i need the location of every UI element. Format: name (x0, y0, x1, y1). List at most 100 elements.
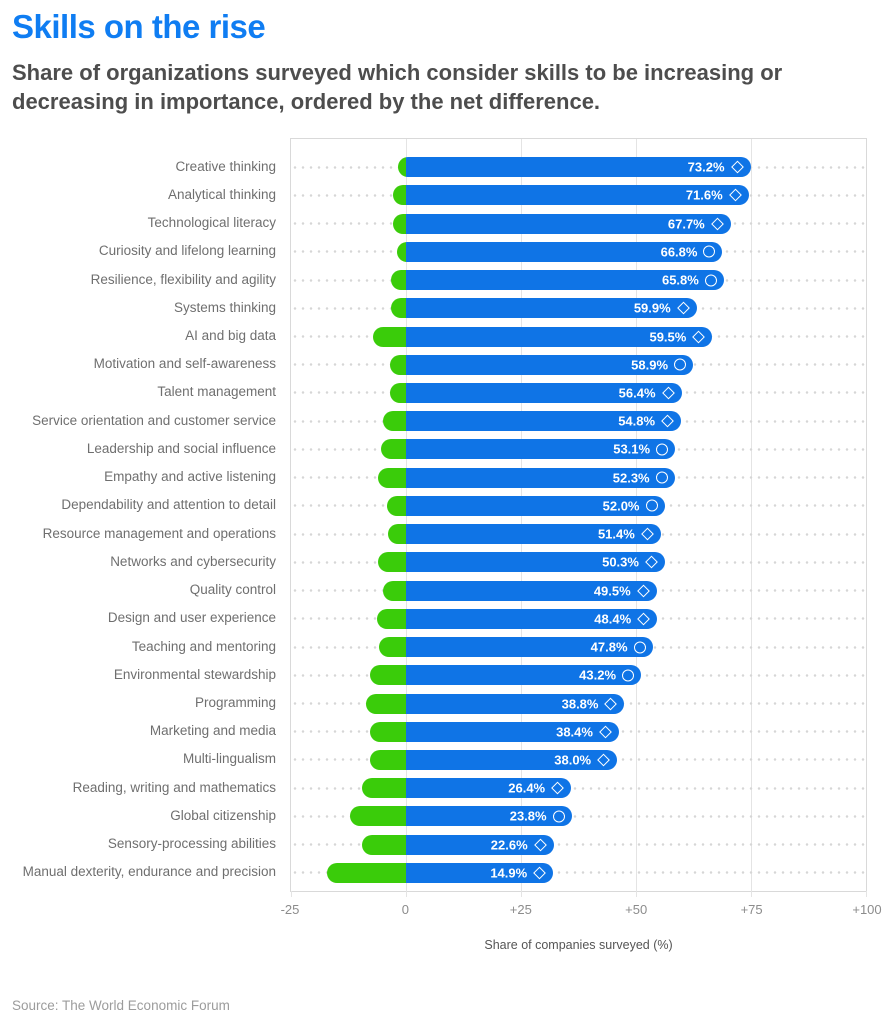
decreasing-bar-segment (389, 382, 406, 403)
diamond-marker-icon (533, 838, 547, 852)
increasing-bar-segment: 23.8% (405, 806, 572, 827)
decreasing-bar-segment (327, 862, 406, 883)
bar-value-group: 51.4% (598, 527, 654, 542)
increasing-bar-segment: 47.8% (405, 637, 653, 658)
x-axis-labels: -25 0 +25 +50 +75 +100 (281, 902, 882, 918)
bar-row: 73.2% (398, 157, 751, 178)
diamond-marker-icon (640, 527, 654, 541)
bar-value-group: 58.9% (631, 357, 687, 373)
diamond-marker-icon (661, 386, 675, 400)
leader-dots (291, 871, 866, 875)
diamond-marker-icon (637, 612, 651, 626)
decreasing-bar-segment (379, 637, 406, 658)
increasing-bar-segment: 59.9% (405, 298, 697, 319)
bar-value-group: 52.3% (613, 470, 668, 485)
diamond-marker-icon (645, 555, 658, 569)
decreasing-bar-segment (377, 608, 406, 629)
bar-value-label: 52.0% (602, 498, 640, 514)
diamond-marker-icon (604, 697, 618, 710)
bar-value-label: 38.8% (561, 696, 599, 711)
category-label: Motivation and self-awareness (93, 356, 276, 372)
category-label: Manual dexterity, endurance and precisio… (22, 864, 276, 880)
increasing-bar-segment: 22.6% (405, 834, 554, 855)
bar-row: 22.6% (362, 834, 554, 855)
diamond-marker-icon (636, 584, 650, 597)
circle-marker-icon (704, 274, 717, 287)
bar-row: 47.8% (379, 637, 653, 658)
category-label: Resilience, flexibility and agility (90, 271, 276, 287)
increasing-bar-segment: 54.8% (405, 411, 682, 432)
increasing-bar-segment: 52.0% (405, 495, 665, 516)
bar-value-group: 22.6% (491, 837, 547, 852)
leader-dots (291, 843, 866, 847)
decreasing-bar-segment (377, 467, 406, 488)
bar-row: 23.8% (349, 806, 572, 827)
bar-value-label: 58.9% (631, 357, 669, 373)
diamond-marker-icon (599, 725, 612, 739)
bar-value-group: 67.7% (668, 216, 724, 231)
plot-area: 73.2% 71.6% 67.7% 66.8% 65.8% 59.9% 59.5% 58.9%… (290, 138, 867, 897)
decreasing-bar-segment (392, 213, 406, 234)
decreasing-bar-segment (389, 354, 406, 375)
bar-value-group: 43.2% (579, 668, 635, 683)
bar-row: 65.8% (390, 270, 724, 291)
diamond-marker-icon (661, 414, 674, 428)
increasing-bar-segment: 53.1% (405, 439, 676, 460)
bar-value-label: 66.8% (660, 244, 698, 260)
bar-value-label: 59.9% (633, 300, 671, 316)
category-label: Systems thinking (173, 299, 276, 315)
increasing-bar-segment: 59.5% (405, 326, 713, 347)
bar-value-label: 52.3% (612, 470, 650, 486)
page-subtitle: Share of organizations surveyed which co… (12, 60, 783, 115)
category-label: Resource management and operations (42, 525, 276, 541)
leader-dots (291, 786, 866, 790)
bar-value-label: 71.6% (685, 187, 723, 203)
diamond-marker-icon (676, 301, 690, 315)
circle-marker-icon (633, 641, 646, 654)
bar-value-group: 50.3% (602, 555, 658, 570)
bar-row: 50.3% (378, 552, 665, 573)
decreasing-bar-segment (369, 721, 406, 742)
bar-value-label: 38.4% (556, 724, 593, 740)
category-label: Service orientation and customer service (32, 412, 276, 428)
bar-value-group: 71.6% (686, 188, 742, 203)
decreasing-bar-segment (362, 834, 406, 855)
category-label: Technological literacy (147, 215, 276, 231)
axis-tick (751, 891, 752, 897)
bar-value-group: 66.8% (661, 244, 716, 259)
diamond-marker-icon (551, 781, 564, 795)
decreasing-bar-segment (390, 298, 406, 319)
source-text: Source: The World Economic Forum (12, 998, 230, 1013)
increasing-bar-segment: 48.4% (405, 608, 658, 629)
increasing-bar-segment: 50.3% (405, 552, 665, 573)
circle-marker-icon (655, 471, 668, 484)
increasing-bar-segment: 38.4% (405, 721, 619, 742)
category-label: Reading, writing and mathematics (72, 779, 276, 795)
bar-row: 59.5% (373, 326, 713, 347)
decreasing-bar-segment (387, 524, 406, 545)
decreasing-bar-segment (381, 439, 406, 460)
increasing-bar-segment: 66.8% (405, 241, 723, 262)
decreasing-bar-segment (369, 665, 406, 686)
bar-value-label: 50.3% (602, 554, 639, 570)
bar-value-label: 73.2% (687, 159, 725, 175)
bar-value-label: 54.8% (618, 413, 656, 429)
bar-value-group: 47.8% (591, 640, 646, 655)
bar-row: 14.9% (327, 862, 554, 883)
bar-value-label: 48.4% (594, 611, 632, 627)
bar-value-group: 59.9% (634, 301, 690, 316)
category-label: Teaching and mentoring (131, 638, 276, 654)
bar-row: 51.4% (387, 524, 661, 545)
bar-row: 52.3% (377, 467, 675, 488)
bar-row: 49.5% (383, 580, 657, 601)
category-label: Marketing and media (149, 723, 276, 739)
increasing-bar-segment: 38.8% (405, 693, 625, 714)
decreasing-bar-segment (383, 580, 406, 601)
circle-marker-icon (645, 499, 658, 512)
decreasing-bar-segment (362, 778, 406, 799)
decreasing-bar-segment (396, 241, 406, 262)
category-label: Networks and cybersecurity (110, 553, 276, 569)
x-tick-label: +100 (852, 902, 882, 917)
increasing-bar-segment: 65.8% (405, 270, 724, 291)
